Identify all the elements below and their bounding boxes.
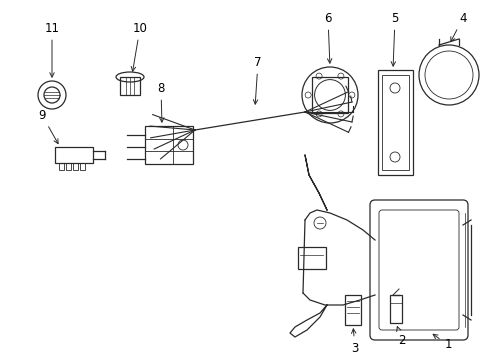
Bar: [345, 295, 360, 325]
Bar: [55, 147, 93, 163]
Bar: [80, 163, 85, 170]
Bar: [73, 163, 78, 170]
Text: 7: 7: [253, 55, 261, 104]
Text: 5: 5: [390, 12, 398, 66]
Bar: [145, 126, 193, 164]
Text: 6: 6: [324, 12, 331, 63]
Bar: [311, 77, 347, 113]
Text: 9: 9: [38, 108, 58, 144]
Text: 1: 1: [432, 334, 451, 351]
Text: 4: 4: [450, 12, 466, 41]
Text: 11: 11: [44, 22, 60, 77]
Bar: [389, 295, 401, 323]
Text: 10: 10: [131, 22, 147, 71]
Bar: [381, 75, 408, 170]
Bar: [297, 247, 325, 269]
Text: 8: 8: [157, 81, 164, 122]
Bar: [120, 77, 140, 95]
Bar: [377, 70, 412, 175]
Bar: [59, 163, 64, 170]
Bar: [66, 163, 71, 170]
Text: 3: 3: [350, 329, 358, 355]
Text: 2: 2: [396, 327, 405, 346]
